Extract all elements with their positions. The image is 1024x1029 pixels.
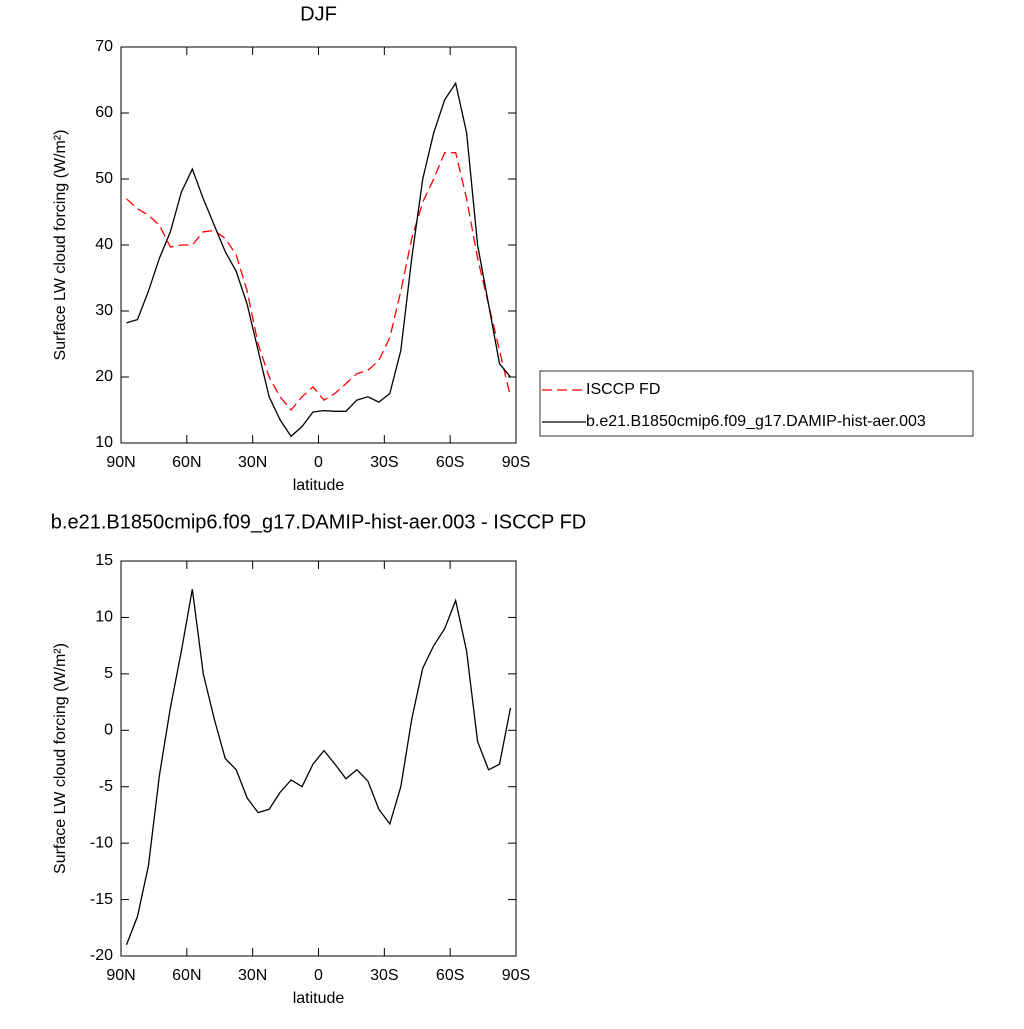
y-tick-label: 40 bbox=[95, 236, 113, 253]
y-tick-label: 5 bbox=[104, 665, 113, 682]
data-line bbox=[125, 589, 512, 945]
x-tick-label: 90N bbox=[106, 967, 135, 984]
y-tick-label: -10 bbox=[90, 834, 113, 851]
x-tick-label: 60N bbox=[172, 967, 201, 984]
legend-label: ISCCP FD bbox=[586, 381, 660, 398]
x-tick-label: 60S bbox=[436, 454, 464, 471]
y-tick-label: -15 bbox=[90, 891, 113, 908]
data-line bbox=[126, 151, 512, 412]
legend-box bbox=[539, 370, 974, 437]
y-tick-label: -20 bbox=[90, 947, 113, 964]
x-tick-label: 90S bbox=[502, 967, 530, 984]
x-tick-label: 60N bbox=[172, 454, 201, 471]
x-tick-label: 90S bbox=[502, 454, 530, 471]
x-tick-label: 30N bbox=[238, 967, 267, 984]
y-tick-label: -5 bbox=[99, 778, 113, 795]
x-axis-label: latitude bbox=[293, 990, 345, 1007]
y-tick-label: 10 bbox=[95, 434, 113, 451]
y-tick-label: 50 bbox=[95, 170, 113, 187]
x-tick-label: 30S bbox=[370, 454, 398, 471]
legend-label: b.e21.B1850cmip6.f09_g17.DAMIP-hist-aer.… bbox=[586, 413, 926, 430]
x-tick-label: 30S bbox=[370, 967, 398, 984]
x-axis-label: latitude bbox=[293, 477, 345, 494]
x-tick-label: 0 bbox=[314, 967, 323, 984]
y-axis-label: Surface LW cloud forcing (W/m²) bbox=[52, 130, 69, 361]
x-tick-label: 60S bbox=[436, 967, 464, 984]
chart-title: DJF bbox=[300, 3, 337, 25]
y-axis-label: Surface LW cloud forcing (W/m²) bbox=[52, 643, 69, 874]
x-tick-label: 30N bbox=[238, 454, 267, 471]
y-tick-label: 70 bbox=[95, 38, 113, 55]
data-line bbox=[126, 81, 512, 438]
x-tick-label: 90N bbox=[106, 454, 135, 471]
y-tick-label: 20 bbox=[95, 368, 113, 385]
y-tick-label: 0 bbox=[104, 722, 113, 739]
x-tick-label: 0 bbox=[314, 454, 323, 471]
y-tick-label: 30 bbox=[95, 302, 113, 319]
y-tick-label: 10 bbox=[95, 609, 113, 626]
y-tick-label: 60 bbox=[95, 104, 113, 121]
plot-frame bbox=[120, 560, 517, 957]
y-tick-label: 15 bbox=[95, 552, 113, 569]
chart-title: b.e21.B1850cmip6.f09_g17.DAMIP-hist-aer.… bbox=[51, 511, 586, 533]
